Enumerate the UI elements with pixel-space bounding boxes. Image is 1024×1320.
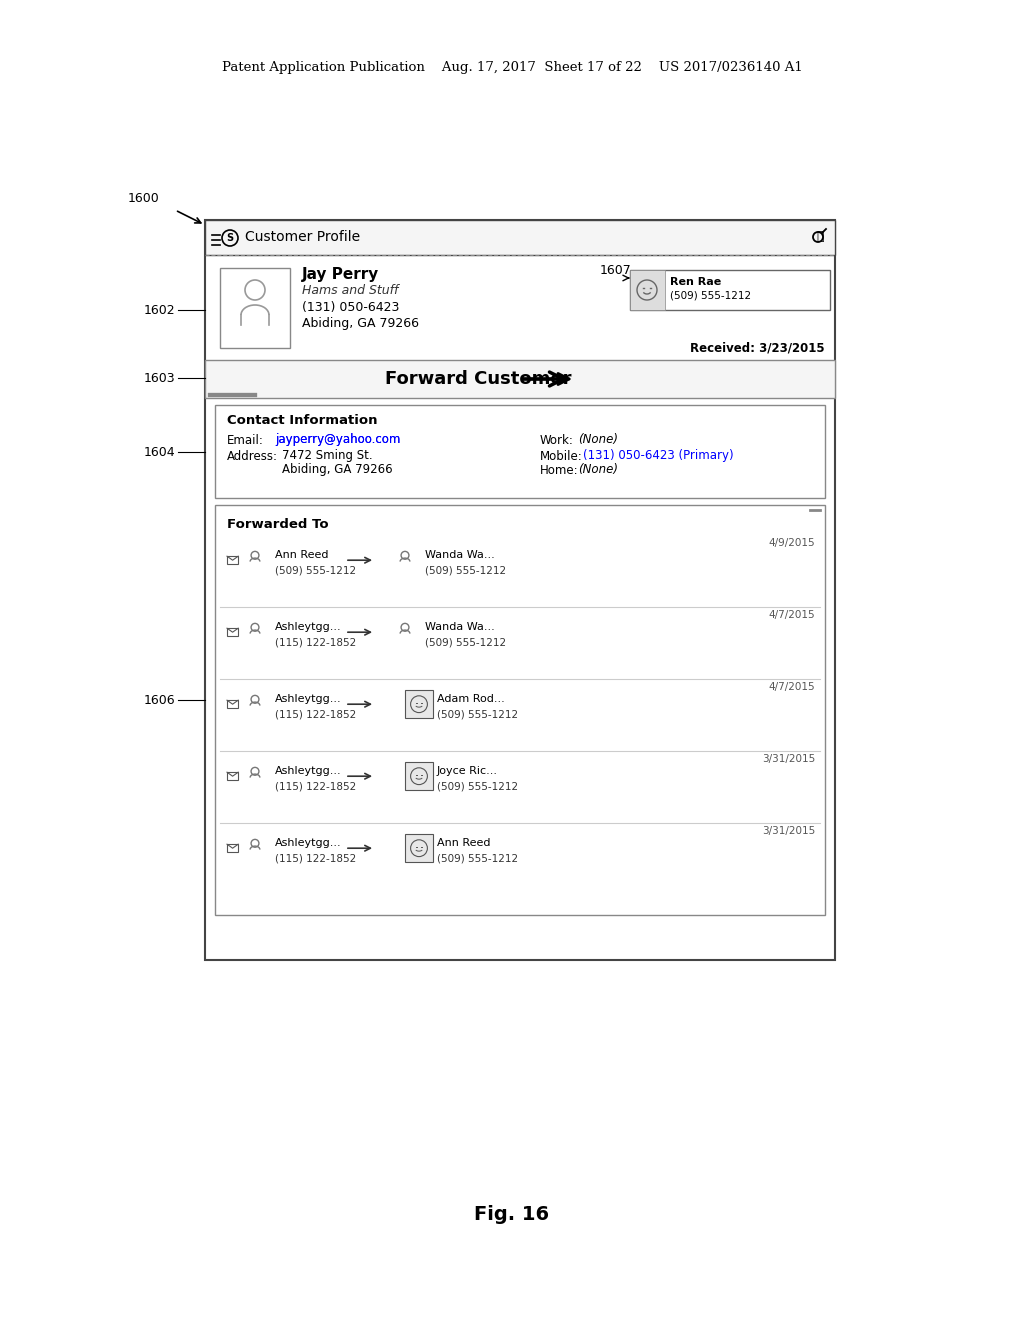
- Bar: [406, 834, 433, 862]
- Text: 1602: 1602: [143, 304, 175, 317]
- Text: 7472 Sming St.: 7472 Sming St.: [282, 450, 373, 462]
- Text: (115) 122-1852: (115) 122-1852: [275, 638, 356, 647]
- Text: 3/31/2015: 3/31/2015: [762, 754, 815, 764]
- Text: (None): (None): [578, 433, 618, 446]
- Text: Ashleytgg...: Ashleytgg...: [275, 766, 342, 776]
- Text: jayperry@yahoo.com: jayperry@yahoo.com: [275, 433, 400, 446]
- Text: 3/31/2015: 3/31/2015: [762, 826, 815, 836]
- Text: Ashleytgg...: Ashleytgg...: [275, 838, 342, 849]
- Text: 1603: 1603: [143, 371, 175, 384]
- Bar: [406, 762, 433, 791]
- Text: Ashleytgg...: Ashleytgg...: [275, 622, 342, 632]
- FancyBboxPatch shape: [205, 220, 835, 960]
- Bar: [205, 220, 835, 255]
- Text: (509) 555-1212: (509) 555-1212: [437, 781, 518, 791]
- Bar: [205, 360, 835, 399]
- Bar: [630, 271, 665, 310]
- Text: Forward Customer: Forward Customer: [385, 370, 571, 388]
- Text: Ren Rae: Ren Rae: [670, 277, 721, 286]
- Text: 🔍: 🔍: [816, 231, 823, 243]
- Text: (509) 555-1212: (509) 555-1212: [425, 565, 506, 576]
- Text: (115) 122-1852: (115) 122-1852: [275, 709, 356, 719]
- Text: (509) 555-1212: (509) 555-1212: [425, 638, 506, 647]
- Text: Jay Perry: Jay Perry: [302, 268, 379, 282]
- Text: Abiding, GA 79266: Abiding, GA 79266: [302, 317, 419, 330]
- Text: Ann Reed: Ann Reed: [275, 550, 329, 560]
- Text: Received: 3/23/2015: Received: 3/23/2015: [690, 342, 825, 355]
- Text: (115) 122-1852: (115) 122-1852: [275, 853, 356, 863]
- Text: jayperry@yahoo.com: jayperry@yahoo.com: [275, 433, 400, 446]
- Text: Fig. 16: Fig. 16: [474, 1205, 550, 1225]
- Text: Joyce Ric...: Joyce Ric...: [437, 766, 498, 776]
- Text: 1607: 1607: [600, 264, 632, 276]
- Text: Wanda Wa...: Wanda Wa...: [425, 550, 495, 560]
- Text: 1606: 1606: [143, 693, 175, 706]
- FancyArrowPatch shape: [523, 372, 563, 385]
- Text: Ann Reed: Ann Reed: [437, 838, 490, 849]
- Text: S: S: [226, 234, 233, 243]
- Text: (131) 050-6423: (131) 050-6423: [302, 301, 399, 314]
- Text: (509) 555-1212: (509) 555-1212: [437, 709, 518, 719]
- Text: Wanda Wa...: Wanda Wa...: [425, 622, 495, 632]
- Text: Adam Rod...: Adam Rod...: [437, 694, 505, 704]
- Text: (509) 555-1212: (509) 555-1212: [670, 290, 752, 301]
- Text: Abiding, GA 79266: Abiding, GA 79266: [282, 463, 392, 477]
- Text: Hams and Stuff: Hams and Stuff: [302, 284, 398, 297]
- Text: 4/7/2015: 4/7/2015: [768, 682, 815, 692]
- Text: (None): (None): [578, 463, 618, 477]
- Text: 4/7/2015: 4/7/2015: [768, 610, 815, 620]
- Text: (509) 555-1212: (509) 555-1212: [437, 853, 518, 863]
- Text: Mobile:: Mobile:: [540, 450, 583, 462]
- Text: Ashleytgg...: Ashleytgg...: [275, 694, 342, 704]
- Text: 1600: 1600: [128, 191, 160, 205]
- Bar: [227, 700, 239, 709]
- Bar: [227, 556, 239, 564]
- Text: Work:: Work:: [540, 433, 573, 446]
- Text: Patent Application Publication    Aug. 17, 2017  Sheet 17 of 22    US 2017/02361: Patent Application Publication Aug. 17, …: [221, 62, 803, 74]
- Text: (131) 050-6423 (Primary): (131) 050-6423 (Primary): [583, 450, 733, 462]
- Text: (509) 555-1212: (509) 555-1212: [275, 565, 356, 576]
- Text: Address:: Address:: [227, 450, 278, 462]
- Text: (115) 122-1852: (115) 122-1852: [275, 781, 356, 791]
- Bar: [227, 845, 239, 853]
- Text: Contact Information: Contact Information: [227, 413, 378, 426]
- Bar: [406, 690, 433, 718]
- Text: Email:: Email:: [227, 433, 264, 446]
- Text: Home:: Home:: [540, 463, 579, 477]
- Bar: [227, 772, 239, 780]
- Text: Customer Profile: Customer Profile: [245, 230, 360, 244]
- Text: Forwarded To: Forwarded To: [227, 519, 329, 532]
- Text: 1604: 1604: [143, 446, 175, 458]
- FancyBboxPatch shape: [215, 405, 825, 498]
- Bar: [220, 268, 290, 348]
- FancyBboxPatch shape: [215, 506, 825, 915]
- Bar: [227, 628, 239, 636]
- Text: 4/9/2015: 4/9/2015: [768, 539, 815, 548]
- Bar: [630, 271, 830, 310]
